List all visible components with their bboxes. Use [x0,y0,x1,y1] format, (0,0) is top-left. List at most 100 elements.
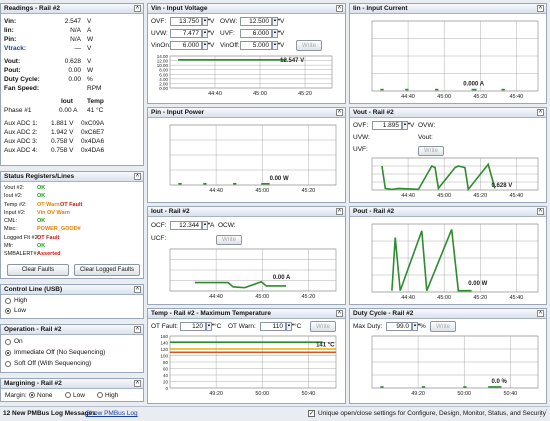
spin-icon[interactable]: ▲▼ [202,17,211,26]
phase-header: Iout Temp [61,98,104,105]
operation-panel: Operation - Rail #2 ^ On Immediate Off (N… [0,324,144,373]
collapse-icon[interactable]: ^ [134,5,141,12]
temp-y-tick-label: 60 [163,367,169,372]
iout-chart: 44:40 45:00 45:20 0.00 A [169,248,337,300]
margin-none-radio[interactable] [29,392,35,398]
iout-x-tick-label: 45:00 [255,294,269,300]
pout-x-tick-label: 45:40 [509,295,523,301]
iin-x-tick-label: 45:20 [473,94,487,100]
status-row: SMBALERT#: Asserted [4,251,61,258]
spin-icon[interactable]: ▲▼ [286,322,295,331]
spin-icon[interactable]: ▲▼ [272,29,281,38]
collapse-icon[interactable]: ^ [336,310,343,317]
vin-x-tick-label: 45:20 [298,91,312,97]
control-high-radio[interactable] [5,298,11,304]
aux-row: Aux ADC 4: 0.758 V 0x4DA6 [4,147,105,154]
vin-uvw-input[interactable]: 7.477 [170,29,202,38]
duty-max-input[interactable]: 99.0 [386,322,412,331]
vin-y-tick-label: 0.00 [159,86,168,91]
temp-y-tick-label: 120 [160,347,168,352]
operation-soft-off-radio[interactable] [5,361,11,367]
collapse-icon[interactable]: ^ [134,286,141,293]
show-pmbus-log-link[interactable]: Show PMBus Log [86,410,138,417]
duty-panel: Duty Cycle - Rail #2 ^ Max Duty: 99.0 ▲▼%… [349,308,547,404]
duty-write-button[interactable]: Write [430,321,456,332]
pin-value-label: 0.00 W [270,176,289,182]
margin-low-radio[interactable] [65,392,71,398]
iout-ocf-input[interactable]: 12.344 [170,221,202,230]
iout-value-label: 0.00 A [273,275,291,281]
iin-value-label: 0.000 A [463,81,484,87]
vout-ovf-input[interactable]: 1.895 [372,121,402,130]
control-low-radio[interactable] [5,308,11,314]
collapse-icon[interactable]: ^ [134,326,141,333]
resize-grip-icon[interactable]: ⋰ [539,408,548,418]
temp-x-tick-label: 50:40 [301,391,315,397]
iin-panel: Iin - Input Current ^ 44:40 45:00 45:20 45:4… [349,3,547,104]
collapse-icon[interactable]: ^ [336,109,343,116]
vin-uvf-input[interactable]: 6.000 [240,29,272,38]
operation-on-radio[interactable] [5,339,11,345]
vout-x-tick-label: 45:40 [509,193,523,199]
duty-chart: 49:20 50:00 50:40 0.0 % [371,335,539,397]
reading-row-vtrack[interactable]: Vtrack: — V [4,45,92,52]
iout-write-button[interactable]: Write [216,235,242,245]
collapse-icon[interactable]: ^ [537,208,544,215]
status-row: Logged Flt #2: OT Fault [4,234,60,241]
margin-high-radio[interactable] [97,392,103,398]
temp-y-tick-label: 160 [160,334,168,339]
operation-immediate-off-radio[interactable] [5,350,11,356]
spin-icon[interactable]: ▲▼ [272,17,281,26]
status-row: Mfr: OK [4,243,46,250]
spin-icon[interactable]: ▲▼ [202,41,211,50]
temp-ot-fault-input[interactable]: 120 [180,322,206,331]
iout-panel: Iout - Rail #2 ^ OCF: 12.344 ▲▼ A OCW: UCF… [147,206,346,305]
iout-x-tick-label: 44:40 [209,294,223,300]
spin-icon[interactable]: ▲▼ [402,121,411,130]
temp-write-button[interactable]: Write [310,321,336,332]
vin-write-button[interactable]: Write [296,40,322,51]
vin-chart: 44:40 45:00 45:20 14.0012.0010.008.006.004.… [157,54,333,97]
vout-x-tick-label: 45:00 [437,193,451,199]
vin-ovw-input[interactable]: 12.500 [240,17,272,26]
vout-x-tick-label: 44:40 [401,193,415,199]
collapse-icon[interactable]: ^ [537,310,544,317]
aux-row: Aux ADC 3: 0.758 V 0x4DA6 [4,138,105,145]
spin-icon[interactable]: ▲▼ [206,322,215,331]
vin-panel: Vin - Input Voltage ^ OVF: 13.750 ▲▼ V OVW… [147,3,346,104]
unique-settings-checkbox[interactable]: ✓ [308,410,315,417]
clear-logged-faults-button[interactable]: Clear Logged Faults [74,264,140,276]
spin-icon[interactable]: ▲▼ [202,29,211,38]
vin-ovf-input[interactable]: 13.750 [170,17,202,26]
vin-off-input[interactable]: 5.000 [240,41,272,50]
spin-icon[interactable]: ▲▼ [412,322,421,331]
pout-x-tick-label: 44:40 [401,295,415,301]
vin-on-input[interactable]: 6.000 [170,41,202,50]
vout-chart: 44:40 45:00 45:20 45:40 0.628 V [371,157,539,199]
reading-row: Iin: N/A A [4,27,92,34]
vin-plot-area [169,55,333,89]
temp-ot-warn-input[interactable]: 110 [260,322,286,331]
control-line-panel: Control Line (USB) ^ High Low [0,284,144,319]
collapse-icon[interactable]: ^ [537,109,544,116]
pout-x-tick-label: 45:20 [473,295,487,301]
vout-write-button[interactable]: Write [418,146,444,156]
reading-row: Fan Speed: RPM [4,85,102,92]
readings-panel: Readings - Rail #2 ^ Vin: 2.547 V Iin: N/A A … [0,3,144,166]
collapse-icon[interactable]: ^ [134,380,141,387]
temp-y-tick-label: 20 [163,380,169,385]
collapse-icon[interactable]: ^ [537,5,544,12]
status-row: Iout #2: OK [4,193,46,200]
temp-y-tick-label: 80 [163,360,169,365]
pin-x-tick-label: 45:00 [255,188,269,194]
collapse-icon[interactable]: ^ [336,208,343,215]
collapse-icon[interactable]: ^ [336,5,343,12]
status-row: Misc: POWER_GOOD# [4,226,81,233]
temp-y-tick-label: 40 [163,373,169,378]
spin-icon[interactable]: ▲▼ [202,221,211,230]
temp-y-tick-label: 0 [165,386,168,391]
spin-icon[interactable]: ▲▼ [272,41,281,50]
clear-faults-button[interactable]: Clear Faults [7,264,69,276]
collapse-icon[interactable]: ^ [134,173,141,180]
phase-row: Phase #1 0.00 A 41 °C [4,107,104,114]
